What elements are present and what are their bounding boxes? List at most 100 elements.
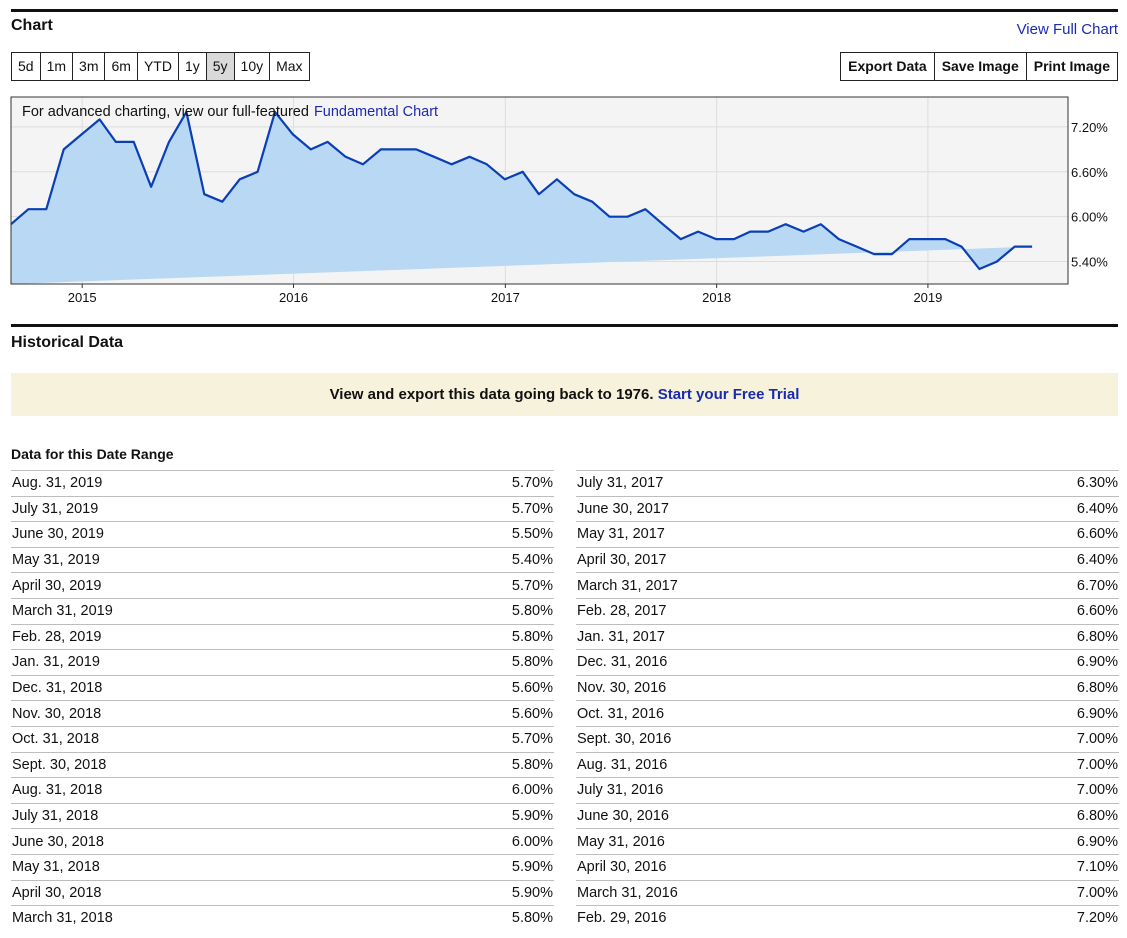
row-date: Jan. 31, 2017 [577,628,665,645]
row-value: 6.90% [1076,833,1118,850]
row-value: 7.00% [1076,884,1118,901]
row-value: 5.50% [511,526,553,543]
row-value: 7.10% [1076,859,1118,876]
y-tick-label: 6.00% [1071,210,1108,225]
table-row: Dec. 31, 2018 5.60% [11,674,554,701]
range-button-1y[interactable]: 1y [178,53,207,80]
row-value: 7.00% [1076,731,1118,748]
table-row: Feb. 28, 2019 5.80% [11,623,554,650]
table-row: Sept. 30, 2018 5.80% [11,751,554,778]
row-value: 5.70% [511,500,553,517]
row-value: 5.80% [511,756,553,773]
print-image-button[interactable]: Print Image [1026,53,1117,80]
table-row: Feb. 28, 2017 6.60% [576,597,1119,624]
row-value: 5.80% [511,910,553,927]
row-value: 5.80% [511,603,553,620]
promo-text: View and export this data going back to … [329,386,654,403]
row-value: 5.60% [511,680,553,697]
export-data-button[interactable]: Export Data [841,53,935,80]
range-button-max[interactable]: Max [270,53,309,80]
row-date: Dec. 31, 2018 [12,680,103,697]
table-row: May 31, 2019 5.40% [11,546,554,573]
table-row: May 31, 2016 6.90% [576,828,1119,854]
x-tick-label: 2017 [491,290,520,305]
row-date: Aug. 31, 2019 [12,475,103,492]
table-row: July 31, 2016 7.00% [576,777,1119,803]
row-value: 7.00% [1076,782,1118,799]
range-button-5y[interactable]: 5y [206,53,235,80]
row-date: June 30, 2016 [577,808,669,825]
table-row: Oct. 31, 2018 5.70% [11,725,554,752]
y-tick-label: 7.20% [1071,120,1108,135]
table-row: Dec. 31, 2016 6.90% [576,649,1119,675]
range-button-3m[interactable]: 3m [73,53,106,80]
row-date: July 31, 2018 [12,808,99,825]
row-value: 6.00% [511,833,553,850]
table-row: July 31, 2019 5.70% [11,495,554,522]
y-tick-label: 5.40% [1071,255,1108,270]
row-value: 6.30% [1076,475,1118,492]
free-trial-banner: View and export this data going back to … [11,373,1118,416]
row-date: Sept. 30, 2018 [12,756,107,773]
row-value: 6.60% [1076,526,1118,543]
row-value: 5.80% [511,654,553,671]
table-row: April 30, 2018 5.90% [11,879,554,906]
range-button-6m[interactable]: 6m [105,53,138,80]
view-full-chart-link[interactable]: View Full Chart [1016,21,1118,38]
table-row: April 30, 2016 7.10% [576,853,1119,880]
table-row: April 30, 2019 5.70% [11,572,554,598]
range-button-1m[interactable]: 1m [40,53,74,80]
table-row: Sept. 30, 2016 7.00% [576,725,1119,752]
range-button-10y[interactable]: 10y [234,53,271,80]
row-value: 5.40% [511,552,553,569]
row-value: 7.00% [1076,756,1118,773]
advanced-charting-text: For advanced charting, view our full-fea… [22,104,309,120]
row-value: 6.60% [1076,603,1118,620]
fundamental-chart-link[interactable]: Fundamental Chart [314,104,438,120]
row-date: Sept. 30, 2016 [577,731,672,748]
row-date: Jan. 31, 2019 [12,654,100,671]
row-value: 6.90% [1076,654,1118,671]
range-button-5d[interactable]: 5d [12,53,41,80]
row-date: April 30, 2018 [12,884,102,901]
advanced-charting-note: For advanced charting, view our full-fea… [22,104,438,120]
row-date: April 30, 2016 [577,859,667,876]
x-tick-label: 2015 [68,290,97,305]
data-table-left: Aug. 31, 2019 5.70% July 31, 2019 5.70% June… [11,470,554,931]
row-value: 5.90% [511,808,553,825]
chart-section-title: Chart [11,17,53,34]
row-value: 6.80% [1076,808,1118,825]
row-date: April 30, 2019 [12,577,102,594]
chart-top-rule [11,9,1118,12]
row-date: Feb. 28, 2017 [577,603,667,620]
row-date: Oct. 31, 2018 [12,731,100,748]
row-value: 7.20% [1076,910,1118,927]
row-date: June 30, 2017 [577,500,669,517]
x-tick-label: 2018 [702,290,731,305]
row-value: 5.70% [511,731,553,748]
row-value: 6.90% [1076,705,1118,722]
row-date: May 31, 2016 [577,833,665,850]
row-date: May 31, 2017 [577,526,665,543]
table-row: March 31, 2016 7.00% [576,879,1119,906]
historical-top-rule [11,324,1118,327]
row-date: Feb. 28, 2019 [12,628,102,645]
row-value: 6.80% [1076,680,1118,697]
row-date: April 30, 2017 [577,552,667,569]
row-date: June 30, 2019 [12,526,104,543]
series-area [11,112,1033,284]
table-row: March 31, 2017 6.70% [576,572,1119,598]
row-value: 5.90% [511,884,553,901]
table-row: July 31, 2017 6.30% [576,470,1119,496]
plot-border [10,96,1069,285]
y-tick-label: 6.60% [1071,165,1108,180]
row-value: 5.70% [511,475,553,492]
free-trial-link[interactable]: Start your Free Trial [657,386,800,403]
table-row: June 30, 2017 6.40% [576,495,1119,522]
row-value: 6.00% [511,782,553,799]
row-date: July 31, 2019 [12,500,99,517]
row-value: 6.40% [1076,500,1118,517]
range-button-ytd[interactable]: YTD [137,53,179,80]
table-row: July 31, 2018 5.90% [11,802,554,829]
save-image-button[interactable]: Save Image [934,53,1027,80]
